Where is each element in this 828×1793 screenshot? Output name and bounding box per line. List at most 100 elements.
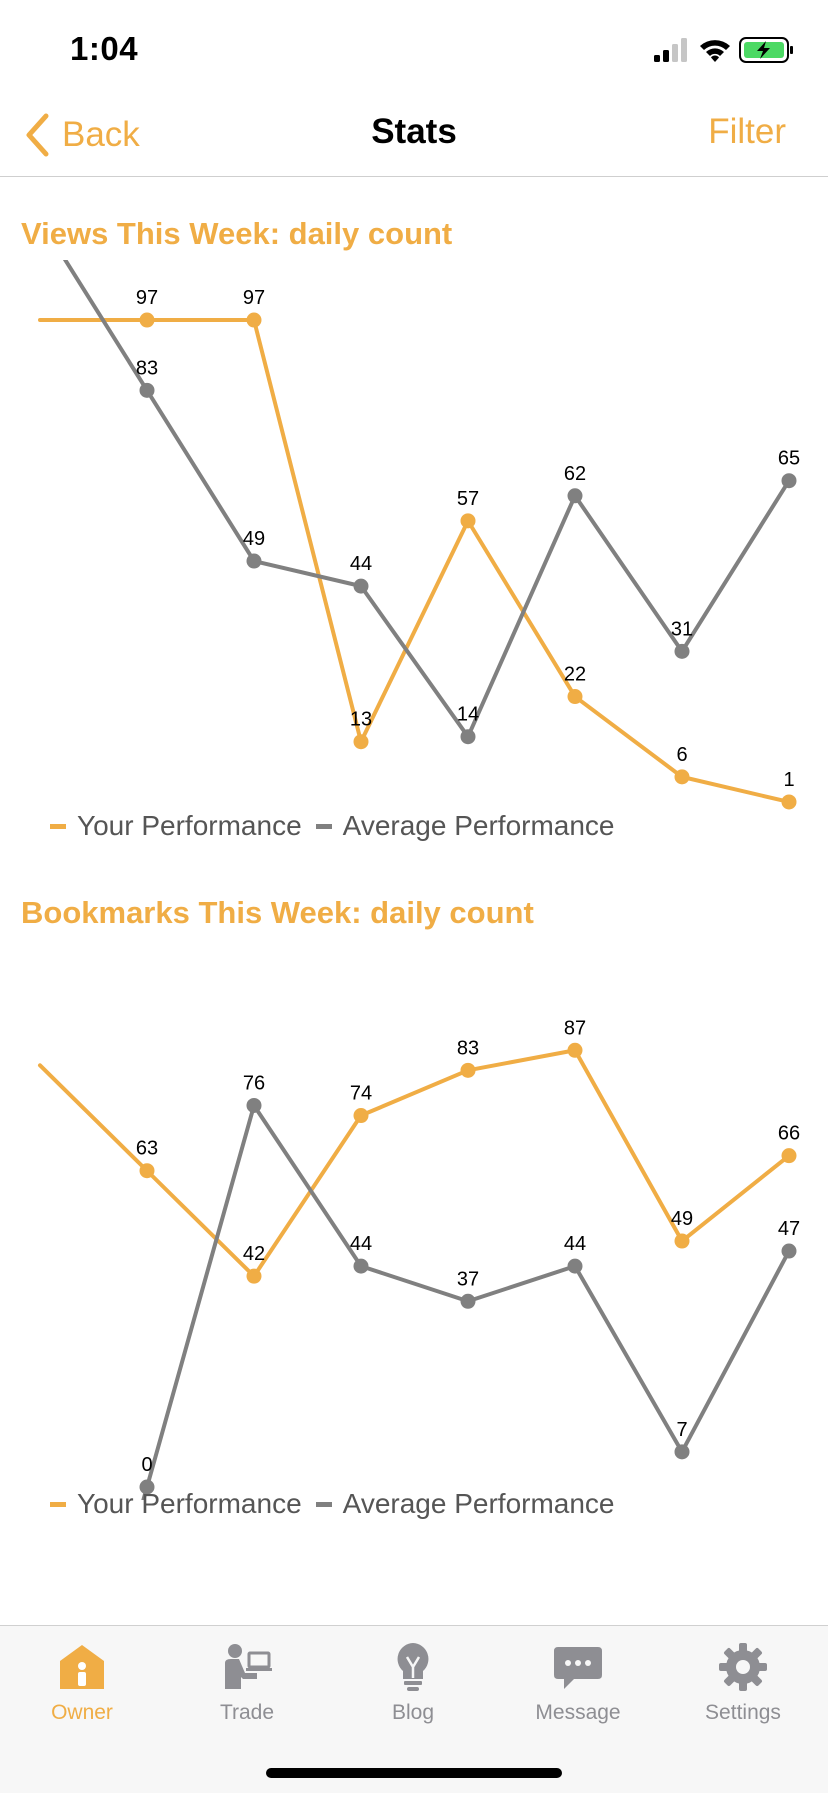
data-label-your: 6 bbox=[676, 744, 687, 766]
lightbulb-icon bbox=[397, 1643, 429, 1691]
data-point-your bbox=[246, 1268, 262, 1284]
data-label-your: 57 bbox=[457, 488, 479, 510]
tab-message-label: Message bbox=[535, 1701, 621, 1724]
back-button[interactable]: Back bbox=[24, 110, 140, 160]
data-point-average bbox=[781, 473, 797, 489]
data-point-average bbox=[246, 1097, 262, 1113]
legend-swatch-your bbox=[50, 823, 66, 829]
data-point-average bbox=[353, 1258, 369, 1274]
views-chart-title: Views This Week: daily count bbox=[21, 216, 453, 251]
chevron-left-icon bbox=[26, 113, 49, 157]
chat-bubble-icon bbox=[554, 1647, 602, 1689]
data-point-average bbox=[567, 1258, 583, 1274]
status-bar: 1:04 bbox=[0, 0, 828, 96]
data-point-your bbox=[674, 769, 690, 785]
tab-owner[interactable]: Owner bbox=[7, 1641, 157, 1725]
tab-settings-label: Settings bbox=[705, 1701, 781, 1724]
filter-button[interactable]: Filter bbox=[708, 112, 786, 151]
data-label-average: 47 bbox=[778, 1218, 800, 1240]
data-point-your bbox=[567, 689, 583, 705]
data-label-average: 44 bbox=[350, 553, 372, 575]
data-point-your bbox=[460, 1062, 476, 1078]
series-line-average bbox=[141, 1103, 791, 1500]
data-label-average: 76 bbox=[243, 1072, 265, 1094]
data-point-your bbox=[781, 794, 797, 810]
views-line-chart: 97 97 13 57 22 6 1 83 49 44 14 62 31 65 bbox=[38, 260, 800, 810]
data-label-your: 97 bbox=[136, 287, 158, 309]
data-label-your: 22 bbox=[564, 664, 586, 686]
series-line-your bbox=[38, 318, 791, 804]
data-label-average: 31 bbox=[671, 618, 693, 640]
data-point-average bbox=[139, 382, 155, 398]
legend-label-your: Your Performance bbox=[77, 1488, 302, 1519]
data-point-average bbox=[781, 1243, 797, 1259]
tab-blog-label: Blog bbox=[391, 1701, 435, 1724]
status-icons bbox=[654, 37, 793, 63]
data-label-your: 49 bbox=[671, 1208, 693, 1230]
legend-item-average-performance: Average Performance bbox=[315, 1488, 615, 1520]
house-person-icon bbox=[60, 1645, 104, 1689]
legend-swatch-your bbox=[50, 1501, 66, 1507]
data-point-average bbox=[246, 553, 262, 569]
data-point-average bbox=[139, 1479, 155, 1495]
cellular-signal-icon bbox=[654, 38, 687, 62]
data-point-average bbox=[460, 1293, 476, 1309]
data-label-average: 37 bbox=[457, 1268, 479, 1290]
data-label-average: 7 bbox=[676, 1419, 687, 1441]
tab-trade[interactable]: Trade bbox=[172, 1641, 322, 1725]
data-point-average bbox=[674, 1444, 690, 1460]
data-label-average: 62 bbox=[564, 463, 586, 485]
data-label-average: 65 bbox=[778, 448, 800, 470]
data-point-your bbox=[246, 312, 262, 328]
tab-blog[interactable]: Blog bbox=[338, 1641, 488, 1725]
data-label-average: 83 bbox=[136, 357, 158, 379]
data-point-your bbox=[353, 734, 369, 750]
legend-label-your: Your Performance bbox=[77, 810, 302, 841]
views-chart-legend: Your Performance Average Performance bbox=[50, 810, 629, 842]
tab-bar: Owner Trade Blog Message bbox=[0, 1625, 828, 1793]
status-time: 1:04 bbox=[70, 30, 139, 67]
data-label-average: 14 bbox=[457, 704, 479, 726]
data-label-your: 1 bbox=[783, 769, 794, 791]
tab-settings[interactable]: Settings bbox=[668, 1641, 818, 1725]
data-label-your: 97 bbox=[243, 287, 265, 309]
tab-message[interactable]: Message bbox=[503, 1641, 653, 1725]
series-line-your bbox=[38, 1048, 791, 1279]
legend-item-your-performance: Your Performance bbox=[50, 810, 302, 842]
data-label-average: 44 bbox=[564, 1233, 586, 1255]
bookmarks-line-chart: 63 42 74 83 87 49 66 0 76 44 37 44 7 47 bbox=[38, 1017, 800, 1500]
data-point-average bbox=[567, 488, 583, 504]
back-label: Back bbox=[62, 115, 140, 154]
data-point-your bbox=[139, 1163, 155, 1179]
series-line-average bbox=[62, 260, 791, 739]
data-point-your bbox=[781, 1148, 797, 1164]
data-label-your: 74 bbox=[350, 1083, 372, 1105]
data-point-your bbox=[460, 513, 476, 529]
data-point-your bbox=[139, 312, 155, 328]
bookmarks-chart-legend: Your Performance Average Performance bbox=[50, 1488, 629, 1520]
data-label-your: 42 bbox=[243, 1243, 265, 1265]
navigation-bar: Back Stats Filter bbox=[0, 96, 828, 177]
legend-label-average: Average Performance bbox=[342, 1488, 615, 1519]
data-label-your: 87 bbox=[564, 1017, 586, 1039]
legend-label-average: Average Performance bbox=[342, 810, 615, 841]
bookmarks-chart-title: Bookmarks This Week: daily count bbox=[21, 895, 534, 930]
data-point-average bbox=[674, 643, 690, 659]
data-point-average bbox=[353, 578, 369, 594]
data-label-your: 66 bbox=[778, 1123, 800, 1145]
tab-trade-label: Trade bbox=[219, 1701, 275, 1724]
data-point-your bbox=[353, 1108, 369, 1124]
gear-icon bbox=[719, 1643, 767, 1691]
legend-item-your-performance: Your Performance bbox=[50, 1488, 302, 1520]
wifi-icon bbox=[700, 40, 730, 62]
home-indicator bbox=[266, 1768, 562, 1778]
battery-charging-icon bbox=[739, 37, 793, 63]
data-point-your bbox=[674, 1233, 690, 1249]
data-label-average: 0 bbox=[141, 1454, 152, 1476]
data-label-your: 83 bbox=[457, 1037, 479, 1059]
data-point-your bbox=[567, 1042, 583, 1058]
legend-swatch-average bbox=[315, 823, 332, 829]
data-label-average: 49 bbox=[243, 528, 265, 550]
data-label-your: 63 bbox=[136, 1138, 158, 1160]
legend-item-average-performance: Average Performance bbox=[315, 810, 615, 842]
